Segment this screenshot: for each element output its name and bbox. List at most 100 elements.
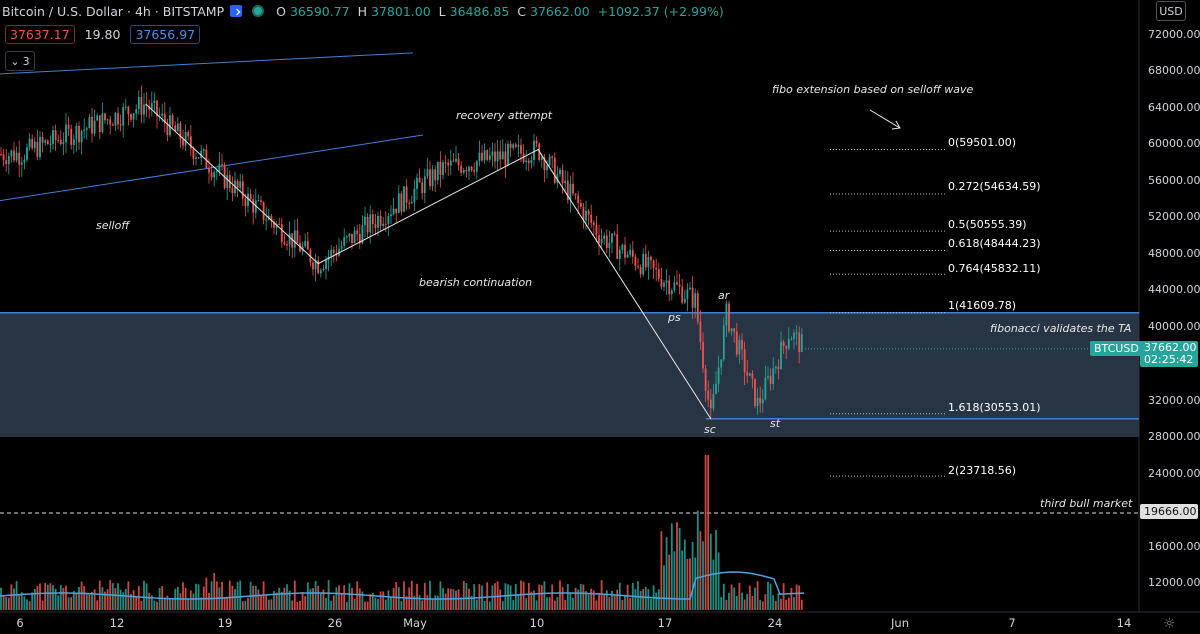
volume-bar [192,593,195,610]
volume-bar [200,597,203,610]
volume-bar [507,584,509,610]
volume-bar [561,586,564,610]
candle [270,215,273,222]
volume-bar [629,597,632,610]
volume-bar [418,595,421,610]
volume-bar [296,601,299,610]
candle [572,183,574,194]
chevron-down-icon: ⌄ [10,54,20,68]
candle [423,176,426,194]
candle [520,145,522,154]
candle [676,282,678,285]
volume-bar [626,584,629,610]
candle [312,262,314,270]
volume-bar [553,600,556,610]
volume-bar [291,600,294,610]
candle [46,140,49,145]
volume-bar [205,577,208,610]
buy-button[interactable]: 37656.97 [130,25,201,44]
candle [254,200,257,213]
y-tick-label: 72000.00 [1148,28,1200,41]
volume-bar [140,601,143,610]
candle [566,180,569,201]
candle [364,216,366,226]
volume-bar [738,582,741,610]
volume-bar [686,558,689,610]
volume-bar [689,558,691,610]
volume-bar [364,601,366,610]
candle [189,136,192,149]
candle [785,346,788,349]
candle [494,151,496,162]
volume-bar [5,596,8,610]
candle [439,161,442,175]
candle [49,144,52,146]
candle [605,235,608,249]
volume-bar [179,593,182,610]
currency-button[interactable]: USD [1156,1,1186,21]
volume-bar [98,580,101,610]
volume-bar [660,531,663,610]
candle [293,230,296,248]
volume-bar [782,583,785,610]
volume-bar [122,592,125,610]
y-tick-label: 32000.00 [1148,394,1200,407]
candle [626,254,629,258]
symbol-title[interactable]: Bitcoin / U.S. Dollar · 4h · BITSTAMP [2,3,225,19]
volume-bar [470,595,473,610]
candle [275,223,278,228]
candle [694,293,697,308]
volume-bar [145,583,148,610]
candle [431,169,434,187]
candle [338,248,340,256]
volume-bar [39,583,41,610]
volume-bar [135,595,138,610]
volume-bar [304,596,307,610]
candle [384,223,387,225]
candle [127,106,130,115]
volume-bar [696,510,699,610]
candle [764,377,767,400]
indicators-toggle-button[interactable]: ⌄ 3 [5,51,35,71]
candle [358,234,361,244]
volume-bar [195,583,197,610]
volume-bar [569,592,572,610]
candle [410,201,413,204]
external-link-icon[interactable] [230,5,243,17]
volume-bar [265,595,268,610]
candle [564,180,567,184]
volume-bar [270,599,273,610]
candle [348,233,351,237]
candle [96,115,99,121]
sell-button[interactable]: 37637.17 [5,25,75,44]
volume-bar [403,581,405,610]
volume-bar [483,600,486,610]
candle [192,148,195,159]
candle [681,286,684,303]
volume-bar [150,595,153,610]
gear-icon[interactable]: ☼ [1163,616,1176,632]
candle [670,290,673,295]
volume-bar [41,600,44,610]
candle [460,165,463,173]
volume-bar [382,591,385,610]
fib-label: 0(59501.00) [948,136,1017,149]
volume-bar [611,590,613,610]
candle [608,242,611,249]
candle [62,142,65,145]
volume-bar [556,597,559,610]
volume-bar [748,585,751,610]
candle [556,174,559,183]
volume-bar [377,599,379,610]
candle [553,157,556,183]
candle [231,188,234,194]
candle [702,341,704,369]
volume-bar [764,594,767,610]
y-tick-label: 68000.00 [1148,64,1200,77]
candle [143,104,145,115]
candle [546,165,548,171]
volume-bar [587,594,590,610]
volume-bar [114,588,117,610]
volume-bar [673,551,676,610]
